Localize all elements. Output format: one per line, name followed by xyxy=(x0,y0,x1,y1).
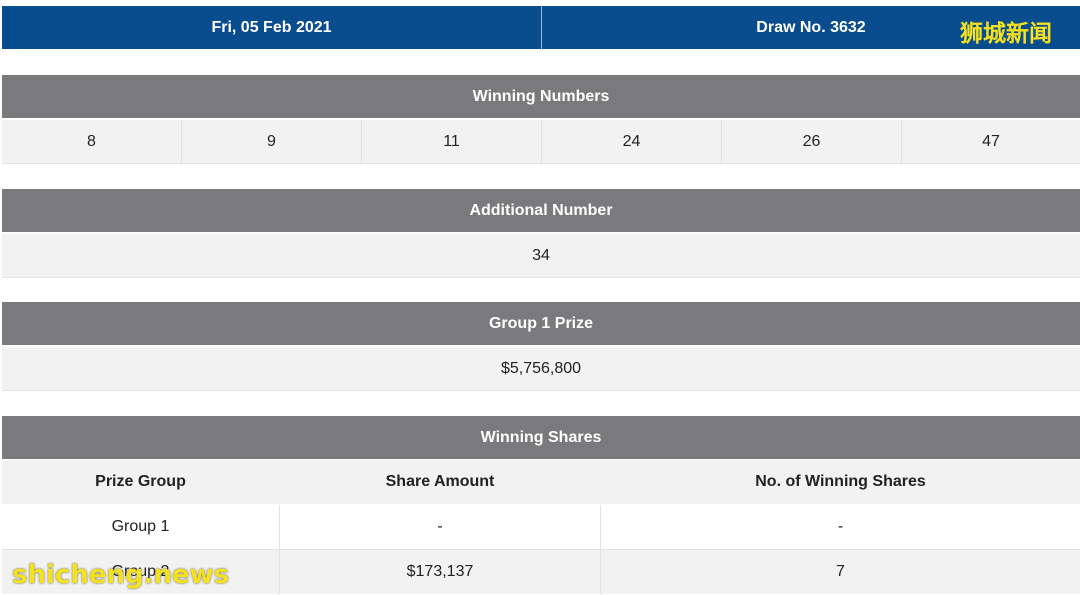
share-amount-cell: - xyxy=(279,505,601,549)
table-row: Group 1 - - xyxy=(2,505,1080,550)
winning-shares-cell: - xyxy=(837,518,844,535)
winning-shares-title: Winning Shares xyxy=(2,416,1080,459)
group1-prize-value: $5,756,800 xyxy=(500,359,582,377)
winning-number: 11 xyxy=(362,120,542,163)
winning-number: 26 xyxy=(722,120,902,163)
winning-number: 9 xyxy=(182,120,362,163)
winning-number: 47 xyxy=(982,132,1000,150)
prize-group-cell: Group 1 xyxy=(111,518,170,535)
group1-prize-title: Group 1 Prize xyxy=(2,302,1080,345)
group1-prize-row: $5,756,800 xyxy=(2,347,1080,391)
draw-header: Fri, 05 Feb 2021 Draw No. 3632 xyxy=(2,6,1080,49)
additional-number-value: 34 xyxy=(532,246,550,264)
winning-shares-cell: 7 xyxy=(836,563,845,580)
winning-numbers-title: Winning Numbers xyxy=(2,75,1080,118)
column-header-share-amount: Share Amount xyxy=(385,473,495,490)
column-header-prize-group: Prize Group xyxy=(95,473,186,490)
column-header-winning-shares: No. of Winning Shares xyxy=(755,473,926,490)
winning-number: 24 xyxy=(542,120,722,163)
table-row: Group 2 $173,137 7 xyxy=(2,550,1080,594)
additional-number-title: Additional Number xyxy=(2,189,1080,232)
share-amount-cell: $173,137 xyxy=(279,550,601,594)
winning-number: 8 xyxy=(2,120,182,163)
watermark-logo: 狮城新闻 xyxy=(960,21,1052,47)
winning-shares-header-row: Prize Group Share Amount No. of Winning … xyxy=(2,460,1080,504)
winning-numbers-row: 8 9 11 24 26 47 xyxy=(2,120,1080,164)
prize-group-cell: Group 2 xyxy=(111,563,170,580)
draw-number: Draw No. 3632 xyxy=(756,18,866,36)
watermark-site: shicheng.news xyxy=(12,560,230,590)
draw-date: Fri, 05 Feb 2021 xyxy=(2,6,542,49)
additional-number-row: 34 xyxy=(2,234,1080,278)
